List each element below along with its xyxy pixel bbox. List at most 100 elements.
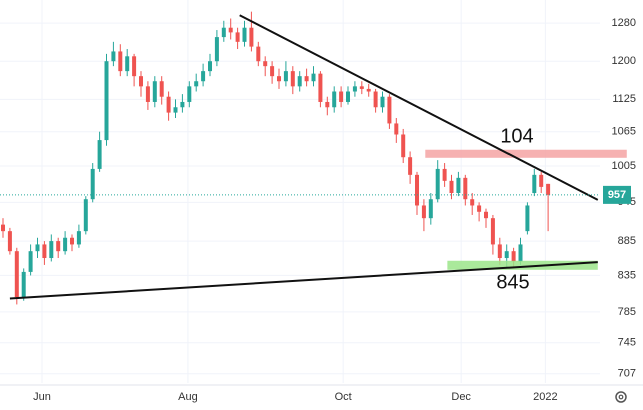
candle-body <box>7 231 12 252</box>
annotation: 845 <box>496 271 529 293</box>
candle-body <box>408 157 413 175</box>
candle-body <box>132 56 137 77</box>
candle-body <box>373 91 378 108</box>
candle-body <box>118 51 123 72</box>
candle-body <box>477 205 482 212</box>
candle-body <box>159 81 164 97</box>
y-tick-label: 1200 <box>612 55 636 67</box>
candle-body <box>456 177 461 194</box>
candle-body <box>490 218 495 245</box>
last-price-label: 957 <box>608 189 626 201</box>
candle-body <box>1 224 6 232</box>
candle-body <box>415 174 420 206</box>
candle-body <box>518 244 523 262</box>
candle-body <box>187 86 192 102</box>
candle-body <box>249 27 254 47</box>
candle-body <box>359 86 364 89</box>
y-tick-label: 1125 <box>612 93 636 105</box>
y-tick-label: 1005 <box>612 160 636 172</box>
candle-body <box>380 96 385 108</box>
candle-body <box>352 86 357 92</box>
y-tick-label: 885 <box>618 235 636 247</box>
candle-body <box>83 199 88 232</box>
candle-body <box>221 27 226 38</box>
candle-body <box>470 199 475 206</box>
candle-body <box>90 168 95 200</box>
x-tick-label: Jun <box>33 391 51 403</box>
candle-body <box>63 237 68 252</box>
y-tick-label: 785 <box>618 306 636 318</box>
candle-body <box>256 46 261 62</box>
candle-body <box>97 140 102 169</box>
candle-body <box>435 168 440 200</box>
y-tick-label: 745 <box>618 337 636 349</box>
gear-hub[interactable] <box>618 394 624 400</box>
candle-body <box>428 199 433 219</box>
x-tick-label: 2022 <box>533 391 557 403</box>
candle-body <box>532 174 537 194</box>
candle-body <box>166 96 171 113</box>
candle-body <box>442 168 447 181</box>
y-tick-label: 835 <box>618 269 636 281</box>
candle-body <box>484 211 489 219</box>
y-tick-label: 707 <box>618 368 636 380</box>
gear[interactable] <box>615 391 627 403</box>
last-price-box <box>603 185 631 204</box>
candle-body <box>194 81 199 87</box>
candle-body <box>28 251 33 272</box>
settings-icon[interactable] <box>615 391 627 403</box>
candle-body <box>180 101 185 108</box>
candle-body <box>263 61 268 67</box>
candle-body <box>76 231 81 245</box>
candle-body <box>49 241 54 259</box>
y-tick-label: 1065 <box>612 126 636 138</box>
candle-body <box>42 244 47 259</box>
candle-body <box>401 134 406 158</box>
plot-area <box>0 0 600 383</box>
candle-body <box>325 101 330 108</box>
trendline <box>9 261 598 300</box>
x-tick-label: Dec <box>451 391 471 403</box>
candle-body <box>139 76 144 87</box>
candle-body <box>145 86 150 102</box>
candle-body <box>104 61 109 141</box>
trendline <box>239 14 599 201</box>
candle-body <box>421 205 426 219</box>
candle-body <box>463 177 468 200</box>
candle-body <box>311 73 316 82</box>
candle-body <box>304 76 309 82</box>
candle-body <box>70 237 75 245</box>
zone <box>425 149 627 158</box>
candle-body <box>504 251 509 259</box>
candle-body <box>173 107 178 113</box>
candle-body <box>539 174 544 187</box>
candle-body <box>125 56 130 72</box>
candle-body <box>214 37 219 62</box>
candle-body <box>511 251 516 262</box>
candle-body <box>208 61 213 72</box>
candle-body <box>339 91 344 102</box>
candle-body <box>277 76 282 82</box>
candle-body <box>297 76 302 87</box>
x-tick-label: Aug <box>178 391 198 403</box>
candle-body <box>387 96 392 124</box>
candle-body <box>546 183 551 195</box>
candle-body <box>228 27 233 33</box>
candle-body <box>318 73 323 102</box>
candle-body <box>270 66 275 77</box>
candle-body <box>201 71 206 82</box>
zone <box>447 260 598 270</box>
candle-body <box>235 32 240 42</box>
y-tick-label: 1280 <box>612 17 636 29</box>
candle-body <box>290 71 295 87</box>
annotation: 104 <box>500 125 533 147</box>
candle-body <box>497 244 502 259</box>
candle-body <box>394 123 399 135</box>
candle-body <box>111 51 116 62</box>
x-tick-label: Oct <box>335 391 352 403</box>
candle-body <box>449 180 454 194</box>
candle-body <box>35 244 40 252</box>
candle-body <box>332 91 337 108</box>
candle-body <box>346 91 351 102</box>
